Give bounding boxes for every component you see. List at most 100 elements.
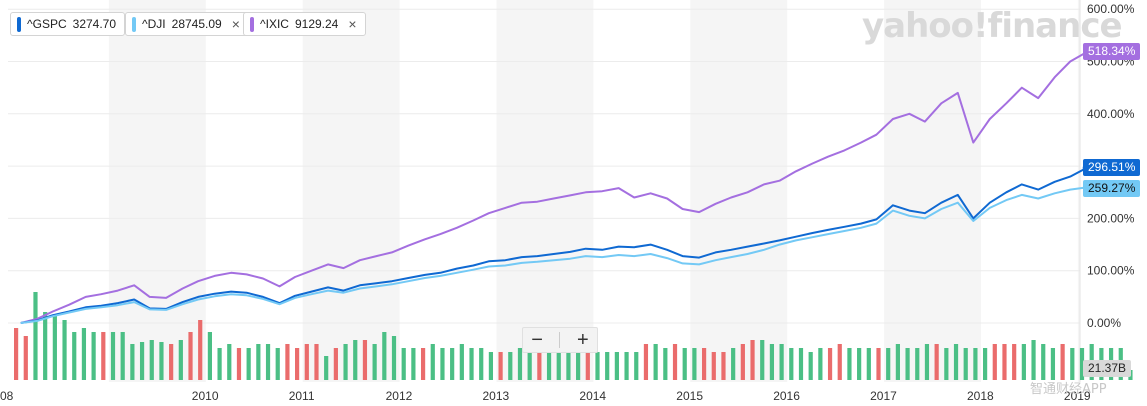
legend-item-dji[interactable]: ^DJI 28745.09 × <box>125 12 249 36</box>
volume-bar <box>924 344 930 380</box>
year-band <box>496 0 594 382</box>
year-band <box>1077 0 1080 382</box>
volume-bar <box>382 332 387 380</box>
volume-bar <box>372 344 377 380</box>
volume-bar <box>944 348 949 380</box>
volume-bar <box>818 348 823 380</box>
zoom-out-button[interactable]: − <box>531 329 543 351</box>
volume-bar <box>401 348 406 380</box>
dji-end-label: 259.27% <box>1083 180 1141 198</box>
y-tick-label: 100.00% <box>1087 264 1135 278</box>
zoom-controls: − + <box>522 327 598 353</box>
y-tick-label: 0.00% <box>1087 316 1121 330</box>
legend-item-gspc[interactable]: ^GSPC 3274.70 <box>10 12 126 36</box>
volume-bar <box>740 344 745 380</box>
volume-bar <box>624 352 629 380</box>
volume-bar <box>576 348 581 380</box>
legend-symbol: ^IXIC <box>260 17 289 31</box>
volume-bar <box>285 344 290 380</box>
x-tick-label: 2013 <box>483 389 510 403</box>
x-tick-label: 2012 <box>386 389 413 403</box>
volume-bar <box>1012 344 1017 380</box>
volume-bar <box>314 344 319 380</box>
zoom-divider <box>559 332 561 348</box>
volume-bar <box>750 340 755 380</box>
legend-value: 9129.24 <box>294 17 339 31</box>
volume-bar <box>81 328 87 380</box>
volume-bar <box>857 348 862 380</box>
volume-bar <box>43 312 48 380</box>
volume-bar <box>207 332 212 380</box>
x-tick-label: 2015 <box>676 389 703 403</box>
volume-bar <box>91 332 96 380</box>
volume-bar <box>721 352 726 380</box>
gspc-color-swatch <box>17 16 21 32</box>
volume-bar <box>827 348 833 380</box>
volume-bar <box>362 340 368 380</box>
volume-bar <box>353 340 358 380</box>
year-band <box>884 0 981 382</box>
volume-bar <box>188 332 193 380</box>
volume-bar <box>149 340 154 380</box>
volume-bar <box>227 344 232 380</box>
volume-bar <box>420 348 426 380</box>
volume-bar <box>711 352 716 380</box>
volume-bar <box>769 344 775 380</box>
x-tick-label: 2019 <box>1064 389 1091 403</box>
volume-bar <box>537 348 542 380</box>
series-line-dji <box>20 186 1087 324</box>
volume-bar <box>265 344 271 380</box>
volume-bar <box>110 332 116 380</box>
volume-bar <box>459 344 464 380</box>
dji-color-swatch <box>132 16 136 32</box>
zoom-in-button[interactable]: + <box>577 329 589 351</box>
volume-bar <box>779 344 784 380</box>
volume-bar <box>973 348 978 380</box>
volume-bar <box>52 316 57 380</box>
close-icon[interactable]: × <box>231 16 240 32</box>
volume-bar <box>963 348 968 380</box>
volume-bar <box>895 344 900 380</box>
volume-bar <box>798 348 804 380</box>
volume-bar <box>130 344 135 380</box>
volume-bar <box>663 348 668 380</box>
y-tick-label: 600.00% <box>1087 2 1135 16</box>
series-line-ixic <box>20 51 1088 324</box>
ixic-end-label: 518.34% <box>1083 43 1141 61</box>
volume-bar <box>430 344 435 380</box>
volume-bar <box>479 348 484 380</box>
volume-bar <box>450 348 455 380</box>
volume-bar <box>1060 344 1065 380</box>
volume-bar <box>1050 348 1056 380</box>
volume-bar <box>953 344 959 380</box>
volume-bar <box>33 292 38 380</box>
x-tick-label: 2014 <box>579 389 606 403</box>
series-line-gspc <box>20 167 1088 324</box>
volume-bar <box>169 344 174 380</box>
volume-bar <box>527 352 532 380</box>
volume-bar <box>701 348 707 380</box>
legend-item-ixic[interactable]: ^IXIC 9129.24 × <box>243 12 366 36</box>
year-band <box>108 0 206 382</box>
volume-bar <box>120 332 125 380</box>
volume-bar <box>343 344 348 380</box>
volume-bar <box>440 348 445 380</box>
volume-bar <box>411 348 416 380</box>
volume-bar <box>643 344 649 380</box>
volume-bar <box>634 352 639 380</box>
volume-bar <box>905 348 910 380</box>
volume-bar <box>246 348 251 380</box>
volume-bar <box>62 320 67 380</box>
volume-bar <box>498 352 503 380</box>
close-icon[interactable]: × <box>348 16 357 32</box>
legend-value: 28745.09 <box>171 17 222 31</box>
yahoo-finance-watermark: yahoo!finance <box>862 6 1123 46</box>
volume-bar <box>488 352 494 380</box>
volume-bar <box>808 352 813 380</box>
volume-bar <box>760 340 765 380</box>
volume-bar <box>682 348 687 380</box>
volume-bar <box>915 348 920 380</box>
volume-bar <box>1079 348 1085 380</box>
volume-bar <box>614 352 619 380</box>
